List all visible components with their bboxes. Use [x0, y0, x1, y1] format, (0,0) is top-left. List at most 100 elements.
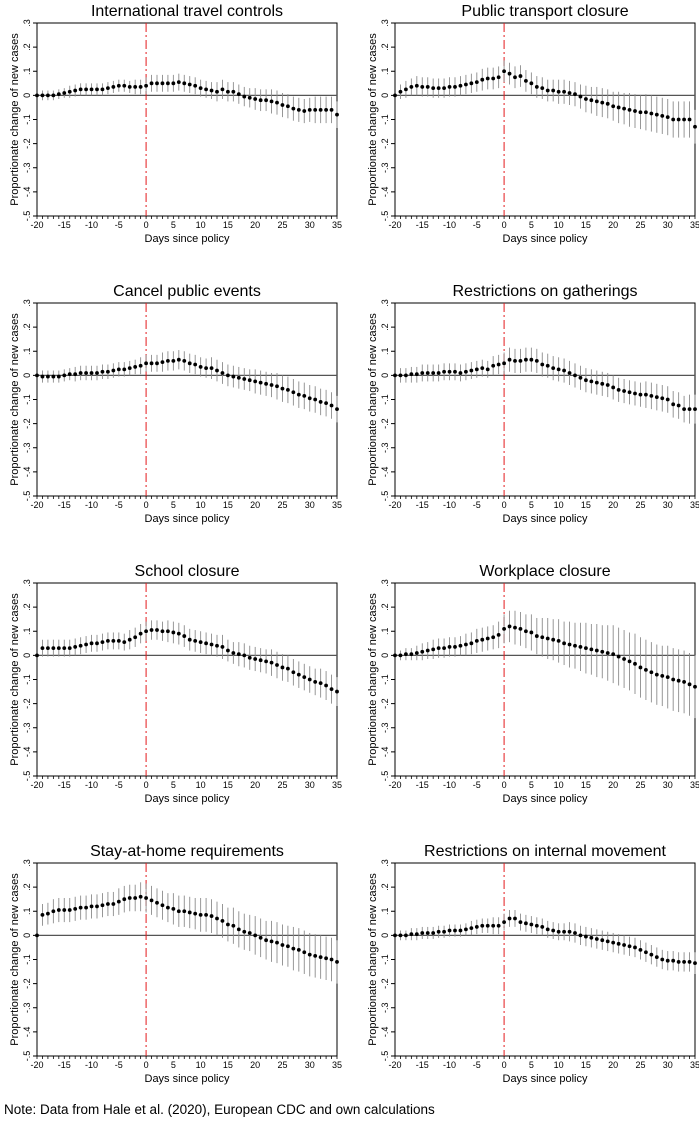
data-point [209, 914, 214, 918]
data-point [329, 403, 334, 408]
data-point [469, 81, 474, 86]
data-point [469, 368, 474, 373]
data-point [62, 91, 67, 95]
data-point [442, 86, 446, 91]
data-point [567, 929, 572, 934]
data-point [231, 651, 236, 655]
data-point [425, 931, 430, 935]
data-point [398, 653, 403, 658]
data-point [611, 652, 616, 657]
data-point [556, 89, 561, 94]
data-point [122, 367, 127, 372]
data-point [302, 675, 307, 679]
y-tick-label: .1 [380, 907, 390, 915]
data-point [518, 74, 523, 78]
data-point [431, 371, 436, 375]
data-point [420, 931, 425, 935]
data-point [638, 947, 643, 952]
data-point [258, 935, 263, 940]
x-tick-label: 15 [223, 1060, 233, 1070]
chart-svg: Restrictions on internal movement .3 .2 .1 0… [367, 843, 699, 1085]
data-point [51, 374, 56, 379]
data-point [474, 80, 479, 85]
data-point [127, 85, 132, 89]
data-point [198, 640, 203, 645]
data-point [78, 905, 83, 910]
x-tick-label: 15 [223, 220, 233, 230]
data-point [198, 365, 203, 369]
data-point [67, 372, 72, 377]
data-point [665, 397, 670, 402]
y-tick-label: -.2 [380, 698, 390, 709]
data-point [187, 910, 192, 915]
x-tick-label: 0 [144, 220, 149, 230]
data-point [480, 77, 485, 82]
data-point [215, 89, 219, 94]
y-tick-label: -.5 [380, 491, 390, 502]
x-tick-label: -15 [58, 1060, 71, 1070]
data-point [540, 362, 545, 367]
y-tick-label: -.4 [22, 187, 32, 198]
data-point [40, 93, 45, 98]
data-point [220, 645, 225, 649]
data-point [578, 375, 583, 380]
data-point [302, 109, 307, 113]
x-axis-label: Days since policy [503, 793, 588, 805]
data-point [491, 363, 496, 368]
x-tick-label: -20 [388, 220, 401, 230]
y-tick-label: -.2 [380, 978, 390, 989]
data-point [671, 117, 676, 122]
data-point [166, 905, 170, 910]
x-tick-label: 0 [502, 220, 507, 230]
data-point [204, 641, 208, 646]
data-point [89, 641, 94, 646]
data-point [133, 365, 138, 369]
data-point [73, 906, 78, 911]
data-point [67, 908, 72, 912]
data-point [594, 99, 599, 104]
data-point [485, 636, 490, 641]
data-point [62, 646, 67, 651]
data-point [573, 373, 577, 378]
data-point [513, 625, 517, 630]
data-point [545, 363, 550, 368]
data-point [269, 99, 274, 104]
data-point [605, 101, 610, 106]
y-tick-label: -.2 [22, 138, 32, 149]
chart-svg: Public transport closure .3 .2 .1 0 -.1 -.2 -.3… [367, 3, 699, 245]
data-point [436, 86, 441, 91]
data-point [149, 898, 154, 903]
data-point [324, 956, 328, 961]
data-point [633, 945, 637, 950]
chart-title: Public transport closure [461, 3, 628, 20]
x-tick-label: -15 [58, 780, 71, 790]
data-point [453, 928, 457, 933]
data-point [231, 923, 236, 928]
data-point [324, 683, 328, 688]
y-tick-label: -.3 [380, 162, 390, 173]
plot-frame [394, 302, 696, 497]
data-point [166, 629, 170, 634]
y-tick-label: 0 [22, 93, 32, 98]
x-tick-label: -10 [443, 1060, 456, 1070]
data-point [474, 639, 479, 643]
x-tick-label: 0 [144, 500, 149, 510]
x-tick-label: 5 [529, 780, 534, 790]
x-tick-label: 10 [554, 500, 564, 510]
plot-frame [36, 302, 338, 497]
x-tick-label: 20 [250, 500, 260, 510]
data-point [100, 87, 105, 92]
y-tick-label: -.5 [380, 771, 390, 782]
data-point [122, 897, 127, 902]
data-point [693, 684, 697, 689]
data-point [404, 933, 408, 938]
data-point [425, 648, 430, 653]
data-point [307, 952, 312, 957]
data-point [425, 371, 430, 375]
data-point [280, 386, 285, 391]
chart-svg: Restrictions on gatherings .3 .2 .1 0 -.1 -.2 -… [367, 283, 699, 525]
data-point [665, 115, 670, 119]
x-tick-label: 20 [608, 780, 618, 790]
data-point [600, 938, 605, 943]
plot-frame [36, 22, 338, 217]
